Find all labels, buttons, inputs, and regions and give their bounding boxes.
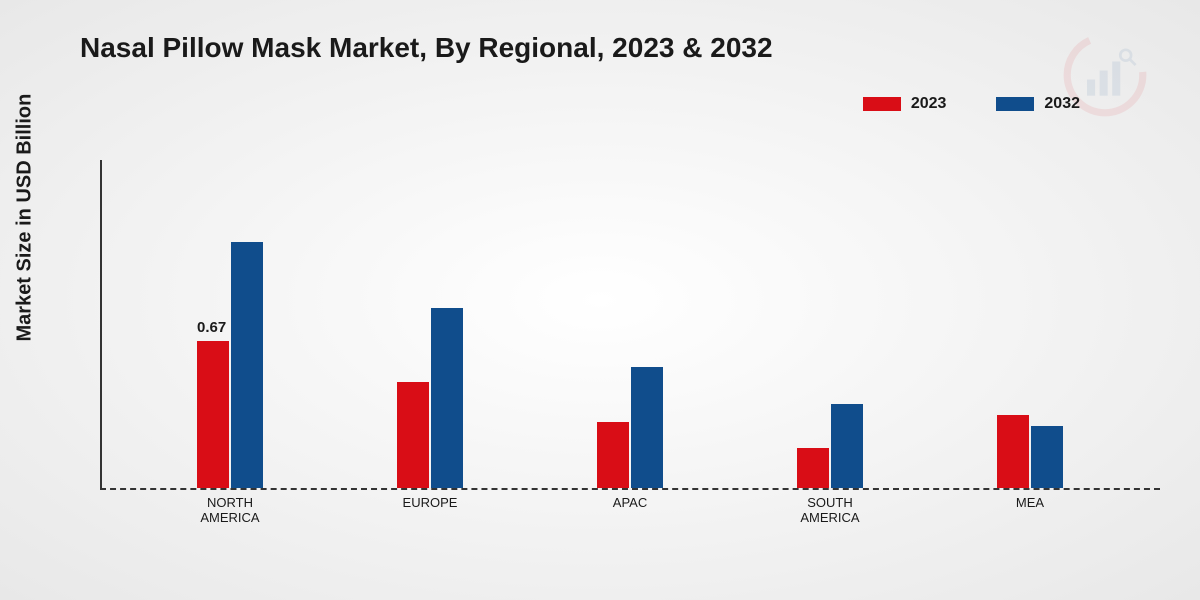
- x-axis-category-label: MEA: [995, 495, 1065, 525]
- bar-2023: 0.67: [197, 341, 229, 488]
- y-axis-label: Market Size in USD Billion: [14, 94, 37, 342]
- bar-2023: [597, 422, 629, 488]
- bar-2023: [797, 448, 829, 488]
- chart-plot-area: 0.67: [100, 160, 1160, 490]
- x-axis-category-label: NORTHAMERICA: [195, 495, 265, 525]
- x-axis-labels: NORTHAMERICA EUROPE APAC SOUTHAMERICA MEA: [100, 495, 1160, 525]
- bar-2032: [231, 242, 263, 488]
- bar-2032: [431, 308, 463, 488]
- chart-legend: 2023 2032: [863, 95, 1080, 113]
- bar-group: [597, 367, 663, 488]
- legend-label-2032: 2032: [1044, 95, 1080, 113]
- bar-2023: [997, 415, 1029, 488]
- legend-label-2023: 2023: [911, 95, 947, 113]
- bar-2032: [1031, 426, 1063, 488]
- x-axis-category-label: EUROPE: [395, 495, 465, 525]
- bar-2023: [397, 382, 429, 488]
- chart-title: Nasal Pillow Mask Market, By Regional, 2…: [80, 32, 773, 64]
- bar-2032: [631, 367, 663, 488]
- bar-value-label: 0.67: [197, 319, 226, 336]
- legend-item-2023: 2023: [863, 95, 947, 113]
- legend-swatch-2023: [863, 97, 901, 111]
- bar-group: [397, 308, 463, 488]
- bar-group: [797, 404, 863, 488]
- legend-item-2032: 2032: [996, 95, 1080, 113]
- bar-group: [997, 415, 1063, 488]
- x-axis-category-label: APAC: [595, 495, 665, 525]
- legend-swatch-2032: [996, 97, 1034, 111]
- bar-2032: [831, 404, 863, 488]
- x-axis-line: [100, 488, 1160, 490]
- x-axis-category-label: SOUTHAMERICA: [795, 495, 865, 525]
- bar-group: 0.67: [197, 242, 263, 488]
- bars-container: 0.67: [100, 158, 1160, 488]
